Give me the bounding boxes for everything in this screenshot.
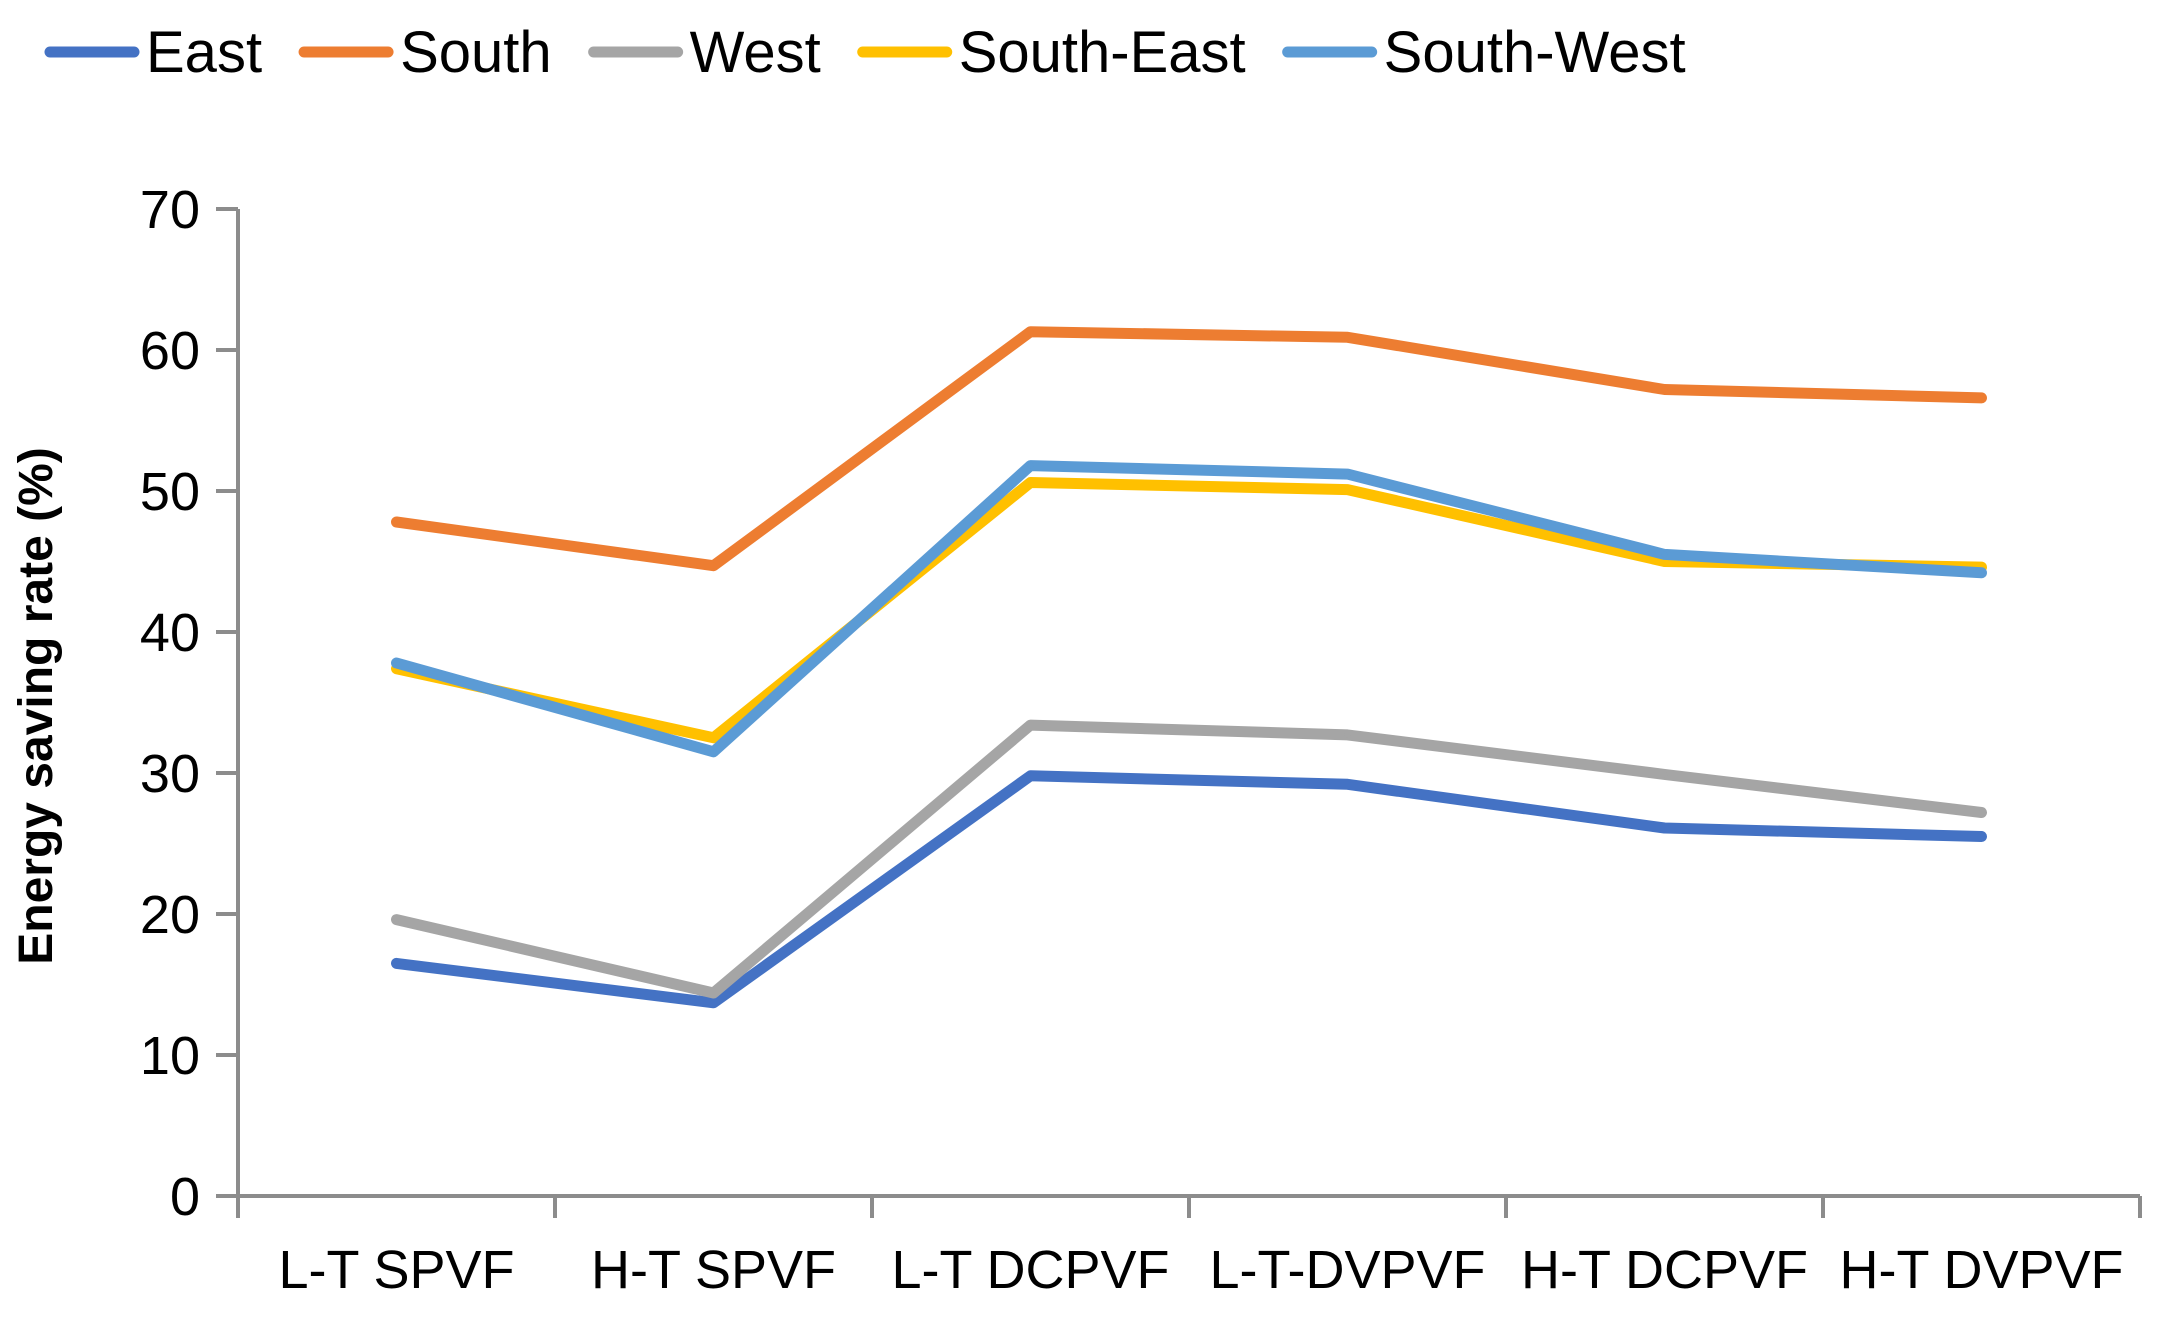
data-point-west — [1978, 809, 1985, 816]
data-point-south — [1344, 334, 1351, 341]
data-point-south-west — [1344, 471, 1351, 478]
data-point-east — [1344, 781, 1351, 788]
data-point-south — [393, 519, 400, 526]
series-line-south — [391, 326, 1987, 572]
legend-item-west: West — [588, 20, 821, 85]
y-tick-label: 60 — [140, 321, 200, 381]
legend-item-east: East — [44, 20, 262, 85]
data-point-south — [1661, 386, 1668, 393]
x-tick-label: L-T-DVPVF — [1209, 1240, 1485, 1300]
y-tick-label: 40 — [140, 603, 200, 663]
series-line-west — [391, 719, 1987, 999]
series-line-east — [391, 770, 1987, 1009]
data-point-south — [710, 562, 717, 569]
legend-label-south: South — [400, 20, 552, 85]
x-tick-label: H-T DCPVF — [1521, 1240, 1808, 1300]
data-point-south — [1027, 328, 1034, 335]
legend-label-south-east: South-East — [959, 20, 1246, 85]
legend: East South West South-East South-West — [44, 20, 1686, 85]
data-point-south-west — [393, 660, 400, 667]
data-point-east — [710, 999, 717, 1006]
data-point-south-west — [710, 748, 717, 755]
y-tick-label: 50 — [140, 462, 200, 522]
data-point-east — [1661, 824, 1668, 831]
legend-item-south: South — [298, 20, 552, 85]
legend-item-south-west: South-West — [1282, 20, 1686, 85]
series-layer — [391, 326, 1987, 1009]
y-tick-label: 30 — [140, 744, 200, 804]
x-tick-label: L-T SPVF — [278, 1240, 514, 1300]
y-axis-title: Energy saving rate (%) — [10, 447, 63, 965]
data-point-west — [1661, 771, 1668, 778]
data-point-west — [1027, 722, 1034, 729]
x-tick-label: H-T DVPVF — [1839, 1240, 2123, 1300]
data-point-east — [393, 960, 400, 967]
data-point-south-west — [1978, 569, 1985, 576]
y-tick-label: 20 — [140, 885, 200, 945]
data-point-south-west — [1027, 462, 1034, 469]
series-line-south-west — [391, 460, 1987, 758]
data-point-west — [393, 916, 400, 923]
data-point-south-west — [1661, 551, 1668, 558]
x-tick-label: H-T SPVF — [591, 1240, 836, 1300]
data-point-south-east — [1344, 486, 1351, 493]
legend-label-south-west: South-West — [1384, 20, 1686, 85]
legend-item-south-east: South-East — [857, 20, 1246, 85]
data-point-south-east — [710, 734, 717, 741]
data-point-east — [1027, 772, 1034, 779]
y-axis: 0 10 20 30 40 50 60 70 — [140, 180, 240, 1227]
data-point-south — [1978, 394, 1985, 401]
data-point-south-east — [1661, 558, 1668, 565]
series-line-south-east — [391, 477, 1987, 744]
y-tick-label: 10 — [140, 1026, 200, 1086]
data-point-west — [710, 989, 717, 996]
legend-label-west: West — [690, 20, 821, 85]
y-tick-label: 0 — [170, 1167, 200, 1227]
y-tick-label: 70 — [140, 180, 200, 240]
x-axis: L-T SPVF H-T SPVF L-T DCPVF L-T-DVPVF H-T DC… — [236, 1194, 2142, 1300]
legend-label-east: East — [146, 20, 262, 85]
data-point-east — [1978, 833, 1985, 840]
data-point-west — [1344, 731, 1351, 738]
x-tick-label: L-T DCPVF — [891, 1240, 1169, 1300]
data-point-south-east — [1027, 479, 1034, 486]
